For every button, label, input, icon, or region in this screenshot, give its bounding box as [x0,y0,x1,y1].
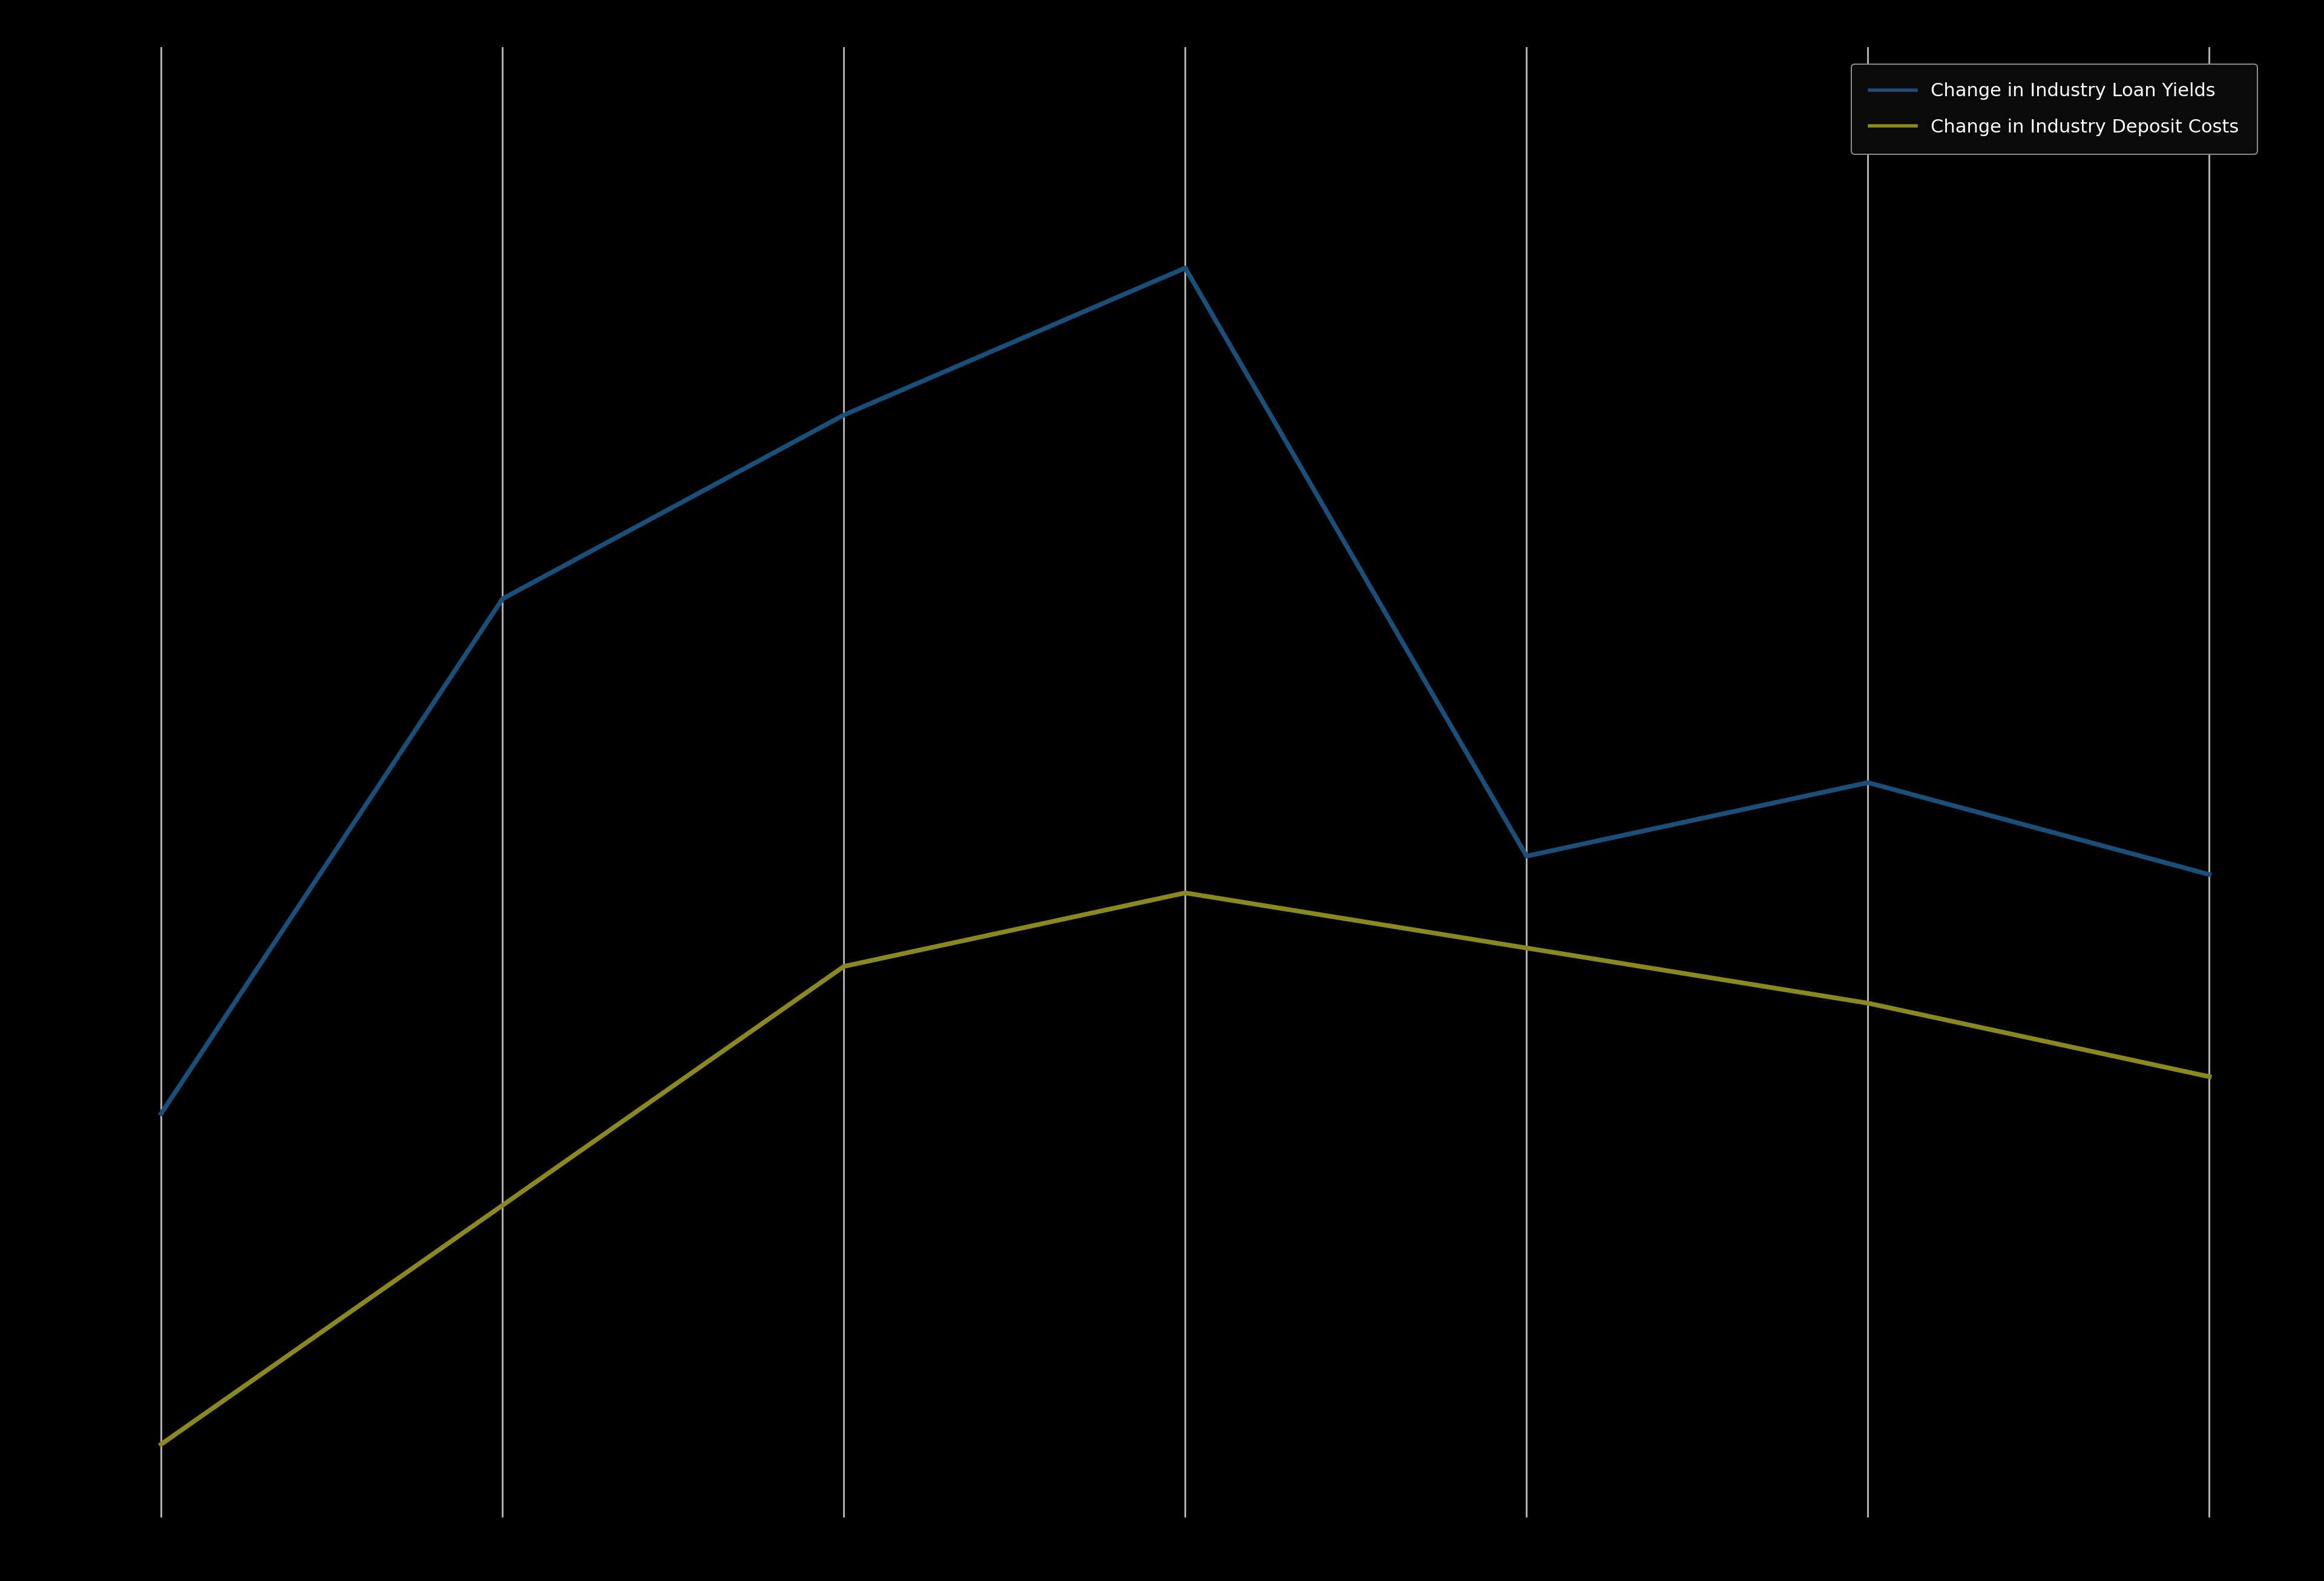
Legend: Change in Industry Loan Yields, Change in Industry Deposit Costs: Change in Industry Loan Yields, Change i… [1852,63,2257,155]
